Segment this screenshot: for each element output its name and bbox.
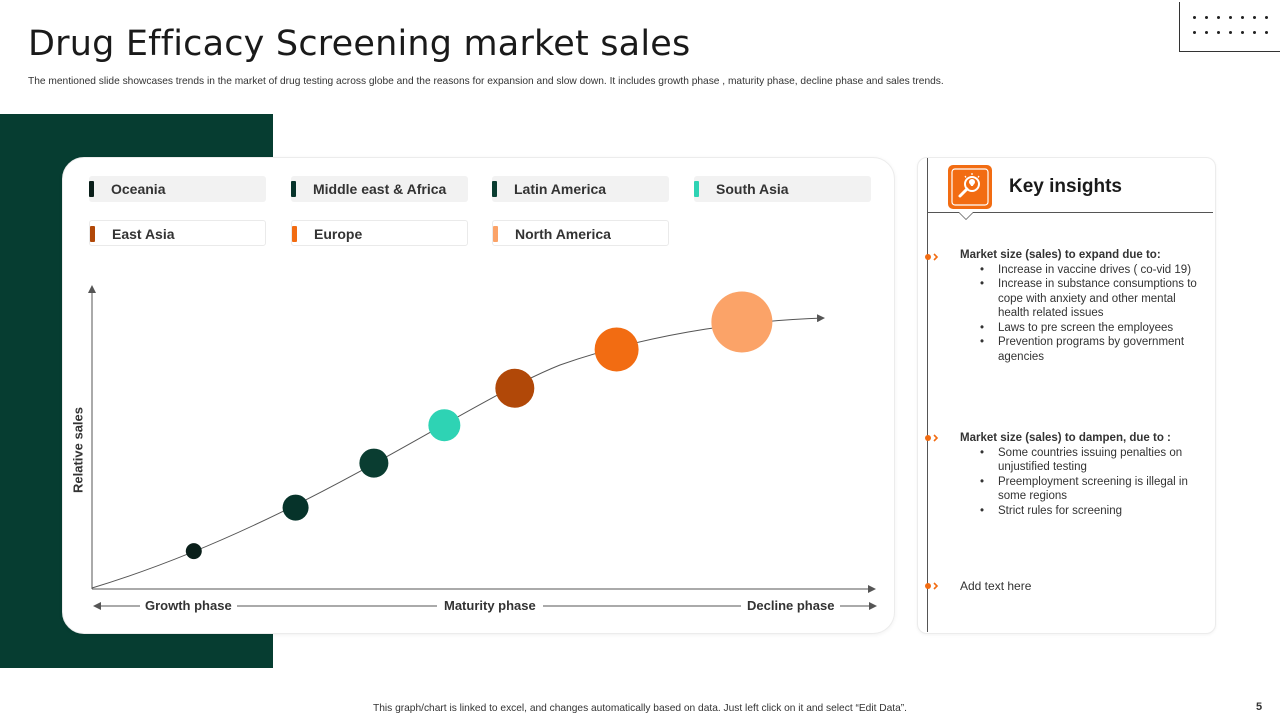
legend-item: North America xyxy=(492,220,669,246)
y-axis-label: Relative sales xyxy=(70,406,86,494)
timeline-marker-icon xyxy=(925,253,939,261)
data-point-east-asia[interactable] xyxy=(495,368,535,408)
legend-item: East Asia xyxy=(89,220,266,246)
phase-label-maturity: Maturity phase xyxy=(437,598,543,613)
slide-subtitle: The mentioned slide showcases trends in … xyxy=(28,76,944,87)
insight-bullet: Strict rules for screening xyxy=(980,504,1210,519)
magnifier-bulb-icon xyxy=(948,165,992,209)
add-text-placeholder[interactable]: Add text here xyxy=(960,579,1032,593)
legend-swatch xyxy=(492,181,497,197)
data-point-middle-east-africa[interactable] xyxy=(282,494,309,521)
insight-bullet: Laws to pre screen the employees xyxy=(980,321,1210,336)
legend-item: Oceania xyxy=(89,176,266,202)
data-point-oceania[interactable] xyxy=(185,543,202,560)
data-point-latin-america[interactable] xyxy=(359,448,389,478)
legend-label: North America xyxy=(515,226,611,242)
insight-heading: Market size (sales) to expand due to: xyxy=(960,249,1161,261)
insight-dampen-block: Market size (sales) to dampen, due to : … xyxy=(960,431,1210,518)
insight-heading: Market size (sales) to dampen, due to : xyxy=(960,432,1171,444)
insights-card xyxy=(917,157,1216,634)
legend-swatch xyxy=(291,181,296,197)
phase-label-decline: Decline phase xyxy=(741,598,841,613)
legend-swatch xyxy=(90,226,95,242)
legend-label: East Asia xyxy=(112,226,175,242)
insight-expand-block: Market size (sales) to expand due to: In… xyxy=(960,248,1210,364)
legend-label: Europe xyxy=(314,226,363,242)
legend-swatch xyxy=(493,226,498,242)
legend-item: South Asia xyxy=(694,176,871,202)
legend-item: Europe xyxy=(291,220,468,246)
insight-bullet: Increase in substance consumptions to co… xyxy=(980,277,1210,321)
legend-item: Middle east & Africa xyxy=(291,176,468,202)
legend-swatch xyxy=(694,181,699,197)
timeline-marker-icon xyxy=(925,434,939,442)
legend-label: Middle east & Africa xyxy=(313,181,447,197)
data-point-europe[interactable] xyxy=(594,327,639,372)
insights-title: Key insights xyxy=(1009,176,1122,197)
insight-bullet: Some countries issuing penalties on unju… xyxy=(980,446,1210,475)
insights-timeline xyxy=(927,158,928,632)
timeline-marker-icon xyxy=(925,582,939,590)
legend-swatch xyxy=(292,226,297,242)
insight-bullet: Prevention programs by government agenci… xyxy=(980,335,1210,364)
page-number: 5 xyxy=(1256,701,1263,713)
insight-bullet: Preemployment screening is illegal in so… xyxy=(980,475,1210,504)
phase-label-growth: Growth phase xyxy=(140,598,237,613)
data-point-south-asia[interactable] xyxy=(428,409,461,442)
legend-label: South Asia xyxy=(716,181,789,197)
legend-label: Latin America xyxy=(514,181,607,197)
dot-grid-decoration xyxy=(1179,2,1280,52)
data-point-north-america[interactable] xyxy=(711,291,773,353)
slide-title: Drug Efficacy Screening market sales xyxy=(28,24,691,64)
legend-label: Oceania xyxy=(111,181,166,197)
legend-item: Latin America xyxy=(492,176,669,202)
footer-note: This graph/chart is linked to excel, and… xyxy=(373,703,907,714)
insight-bullet: Increase in vaccine drives ( co-vid 19) xyxy=(980,263,1210,278)
sales-trend-curve xyxy=(91,314,825,589)
legend-swatch xyxy=(89,181,94,197)
insights-divider xyxy=(927,212,1213,213)
